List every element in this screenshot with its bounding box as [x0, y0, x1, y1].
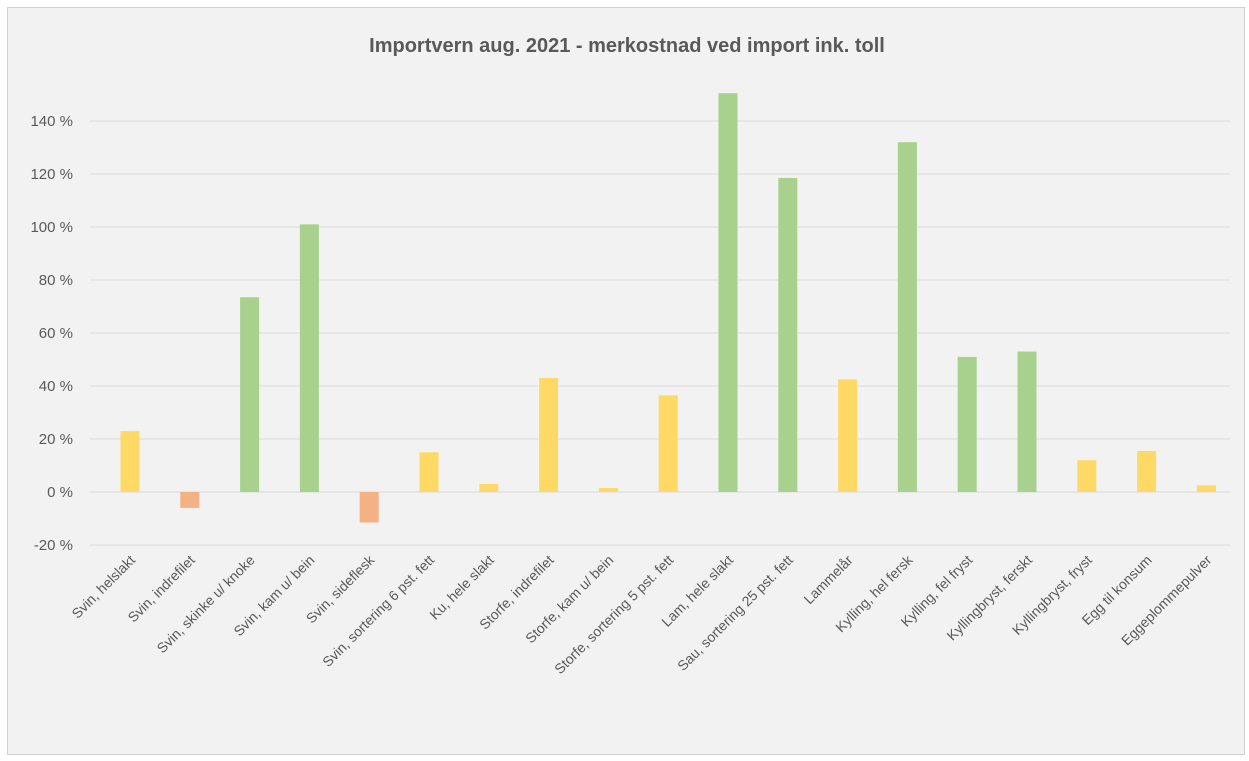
bar — [718, 93, 738, 493]
bar — [180, 492, 200, 508]
y-tick-label: 100 % — [30, 219, 73, 236]
bar — [240, 297, 260, 492]
bar — [1017, 351, 1037, 492]
bar — [1077, 460, 1097, 492]
bar — [419, 452, 439, 492]
y-tick-label: -20 % — [34, 537, 73, 554]
x-tick-label: Svin, sortering 6 pst. fett — [319, 552, 437, 670]
chart-area: Importvern aug. 2021 - merkostnad ved im… — [7, 7, 1245, 755]
x-tick-label: Lammelår — [800, 552, 856, 608]
y-tick-label: 80 % — [39, 272, 73, 289]
bar — [539, 378, 559, 492]
y-tick-label: 0 % — [47, 484, 73, 501]
bar — [957, 356, 977, 492]
gridlines — [90, 120, 1230, 546]
bars — [120, 93, 1216, 523]
x-tick-label: Svin, skinke u/ knoke — [153, 552, 257, 656]
y-tick-label: 60 % — [39, 325, 73, 342]
y-axis-ticks: -20 % 0 % 20 % 40 % 60 % 80 % 100 % 120 % 140 % — [30, 113, 73, 554]
bar — [359, 492, 379, 523]
bar — [1137, 450, 1157, 492]
bar — [778, 177, 798, 492]
y-tick-label: 20 % — [39, 431, 73, 448]
bar — [479, 484, 499, 492]
bar — [658, 395, 678, 492]
bar — [897, 142, 917, 492]
x-tick-label: Storfe, sortering 5 pst. fett — [551, 552, 676, 677]
bar — [838, 379, 858, 492]
bar — [299, 224, 319, 492]
bar — [120, 431, 140, 492]
bar — [598, 488, 618, 492]
chart-title: Importvern aug. 2021 - merkostnad ved im… — [369, 35, 885, 57]
bar — [1196, 485, 1216, 492]
y-tick-label: 40 % — [39, 378, 73, 395]
y-tick-label: 140 % — [30, 113, 73, 130]
x-tick-label: Sau, sortering 25 pst. fett — [674, 552, 796, 674]
y-tick-label: 120 % — [30, 166, 73, 183]
bar-chart: Importvern aug. 2021 - merkostnad ved im… — [30, 35, 1230, 677]
